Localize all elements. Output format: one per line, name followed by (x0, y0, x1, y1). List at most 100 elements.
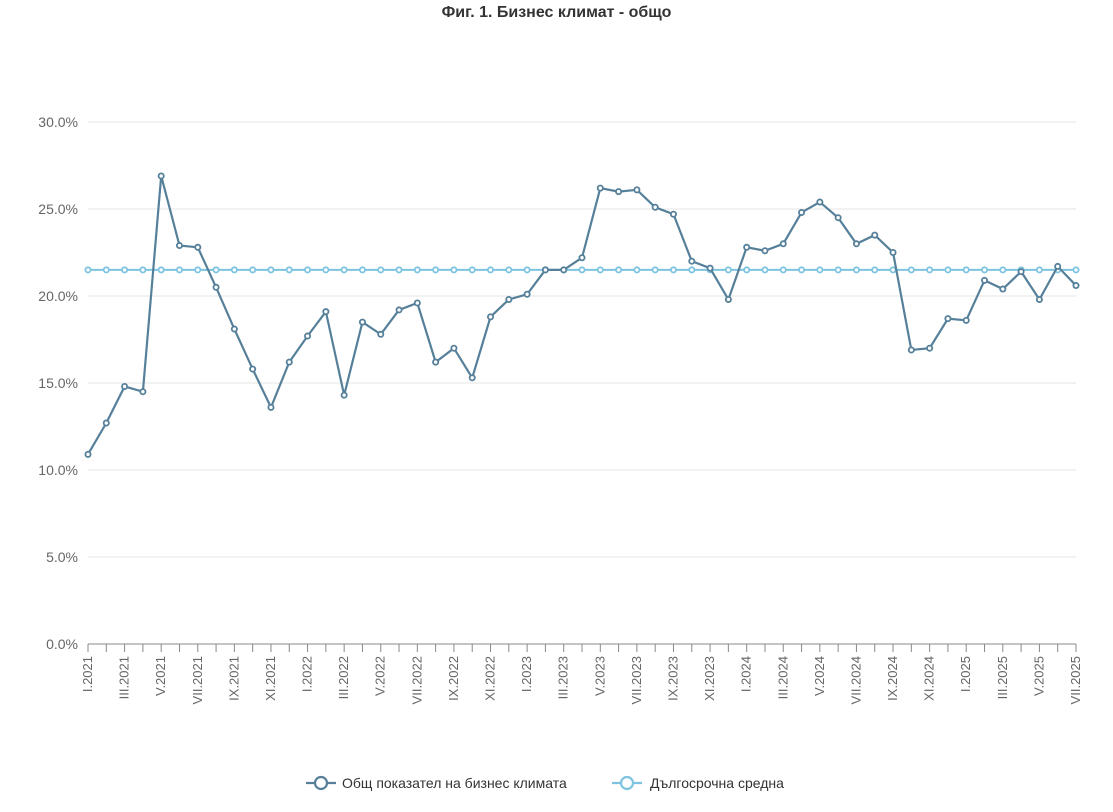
data-point (706, 264, 714, 272)
data-point (1072, 266, 1080, 274)
series-line (87, 175, 1077, 455)
data-point (505, 295, 513, 303)
data-point (413, 266, 421, 274)
x-tick-label: VII.2023 (629, 656, 644, 704)
data-point (267, 266, 275, 274)
x-tick-label: V.2021 (153, 656, 168, 696)
x-tick-label: VII.2021 (190, 656, 205, 704)
data-point (743, 266, 751, 274)
data-point (175, 266, 183, 274)
data-point (340, 391, 348, 399)
data-point (999, 285, 1007, 293)
data-point (194, 243, 202, 251)
data-point (157, 172, 165, 180)
data-point (688, 266, 696, 274)
data-point (139, 266, 147, 274)
data-point (651, 203, 659, 211)
x-tick-label: I.2024 (739, 656, 754, 692)
data-point (816, 198, 824, 206)
grid-lines (88, 121, 1076, 558)
x-tick-label: I.2021 (80, 656, 95, 692)
data-point (505, 266, 513, 274)
data-point (1017, 268, 1025, 276)
data-point (322, 308, 330, 316)
data-point (285, 358, 293, 366)
data-point (981, 266, 989, 274)
data-point (688, 257, 696, 265)
data-point (798, 266, 806, 274)
data-point (322, 266, 330, 274)
data-point (816, 266, 824, 274)
data-point (377, 330, 385, 338)
legend-marker-symbol (313, 775, 329, 791)
data-point (852, 266, 860, 274)
data-point (1035, 295, 1043, 303)
data-point (523, 290, 531, 298)
data-point (596, 184, 604, 192)
data-point (487, 266, 495, 274)
data-point (102, 266, 110, 274)
data-point (358, 318, 366, 326)
data-point (761, 266, 769, 274)
data-point (761, 247, 769, 255)
legend-marker-symbol (619, 775, 635, 791)
data-point (121, 382, 129, 390)
data-point (230, 266, 238, 274)
data-point (304, 266, 312, 274)
data-point (578, 254, 586, 262)
data-point (139, 388, 147, 396)
data-point (560, 266, 568, 274)
legend-item-business-climate[interactable]: Общ показател на бизнес климата (306, 775, 567, 791)
data-point (889, 248, 897, 256)
data-point (798, 208, 806, 216)
data-point (999, 266, 1007, 274)
data-point (395, 306, 403, 314)
data-point (834, 214, 842, 222)
data-point (596, 266, 604, 274)
data-point (926, 344, 934, 352)
x-tick-label: XI.2023 (702, 656, 717, 701)
data-point (669, 210, 677, 218)
legend-item-long-term-average[interactable]: Дългосрочна средна (612, 775, 784, 791)
data-point (121, 266, 129, 274)
y-tick-label: 25.0% (38, 201, 78, 217)
x-tick-label: XI.2021 (263, 656, 278, 701)
data-point (304, 332, 312, 340)
y-tick-label: 30.0% (38, 114, 78, 130)
data-point (852, 240, 860, 248)
x-tick-label: I.2025 (958, 656, 973, 692)
data-point (523, 266, 531, 274)
data-point (468, 266, 476, 274)
x-tick-label: IX.2024 (885, 656, 900, 701)
legend-label: Общ показател на бизнес климата (342, 775, 567, 791)
legend-label: Дългосрочна средна (650, 775, 784, 791)
y-tick-label: 5.0% (46, 549, 78, 565)
data-point (487, 313, 495, 321)
x-tick-label: IX.2022 (446, 656, 461, 701)
data-point (194, 266, 202, 274)
data-point (944, 315, 952, 323)
data-point (285, 266, 293, 274)
data-point (962, 316, 970, 324)
data-point (175, 242, 183, 250)
data-point (981, 276, 989, 284)
data-point (944, 266, 952, 274)
data-point (669, 266, 677, 274)
x-tick-label: V.2022 (373, 656, 388, 696)
data-point (413, 299, 421, 307)
x-tick-label: XI.2022 (483, 656, 498, 701)
data-point (743, 243, 751, 251)
y-tick-label: 10.0% (38, 462, 78, 478)
data-point (724, 295, 732, 303)
x-tick-label: I.2023 (519, 656, 534, 692)
chart-title: Фиг. 1. Бизнес климат - общо (441, 4, 672, 21)
data-point (432, 266, 440, 274)
data-point (450, 344, 458, 352)
x-tick-label: VII.2022 (409, 656, 424, 704)
x-tick-label: V.2025 (1031, 656, 1046, 696)
data-point (340, 266, 348, 274)
data-point (907, 346, 915, 354)
data-point (779, 266, 787, 274)
x-tick-label: V.2024 (812, 656, 827, 696)
data-point (926, 266, 934, 274)
